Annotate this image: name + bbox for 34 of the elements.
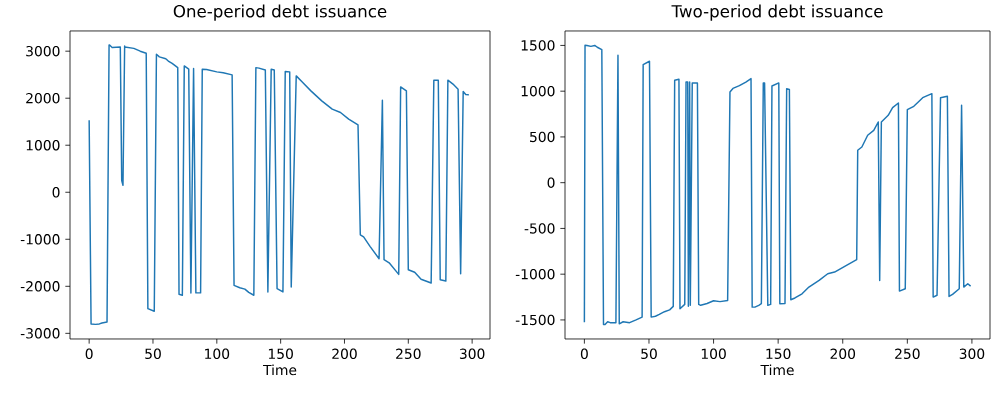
x-axis-title: Time [263, 364, 297, 376]
y-tick-label: 1500 [521, 40, 555, 51]
x-tick-label: 200 [830, 348, 856, 360]
x-tick-label: 250 [895, 348, 920, 360]
x-tick-label: 150 [268, 348, 293, 360]
x-tick-label: 100 [701, 348, 726, 360]
y-tick-label: 1000 [521, 85, 555, 97]
y-tick-label: -1500 [515, 314, 555, 326]
x-tick-label: 300 [459, 348, 485, 360]
chart-title: Two-period debt issuance [671, 4, 883, 21]
chart-title: One-period debt issuance [173, 4, 387, 21]
x-axis-title: Time [760, 364, 794, 376]
y-tick-label: -1000 [20, 234, 60, 245]
x-tick-label: 0 [85, 348, 93, 360]
y-tick-label: 1000 [26, 140, 60, 151]
line-series [88, 44, 470, 326]
y-tick-label: -3000 [20, 328, 60, 339]
y-tick-label: 0 [547, 177, 555, 188]
y-tick-label: -2000 [20, 281, 60, 292]
x-tick-label: 50 [641, 348, 657, 360]
x-tick-label: 200 [332, 348, 357, 360]
x-tick-label: 100 [205, 348, 230, 360]
y-tick-label: -500 [524, 223, 555, 234]
y-tick-label: 2000 [26, 92, 60, 104]
x-tick-label: 50 [145, 348, 161, 360]
y-tick-label: 0 [52, 187, 60, 198]
x-tick-label: 0 [580, 348, 588, 360]
x-tick-label: 300 [959, 348, 985, 360]
y-tick-label: -1000 [515, 268, 555, 280]
y-tick-label: 3000 [26, 45, 60, 57]
y-tick-label: 500 [530, 131, 555, 143]
x-tick-label: 250 [396, 348, 421, 360]
x-tick-label: 150 [766, 348, 791, 360]
line-series [583, 44, 972, 326]
